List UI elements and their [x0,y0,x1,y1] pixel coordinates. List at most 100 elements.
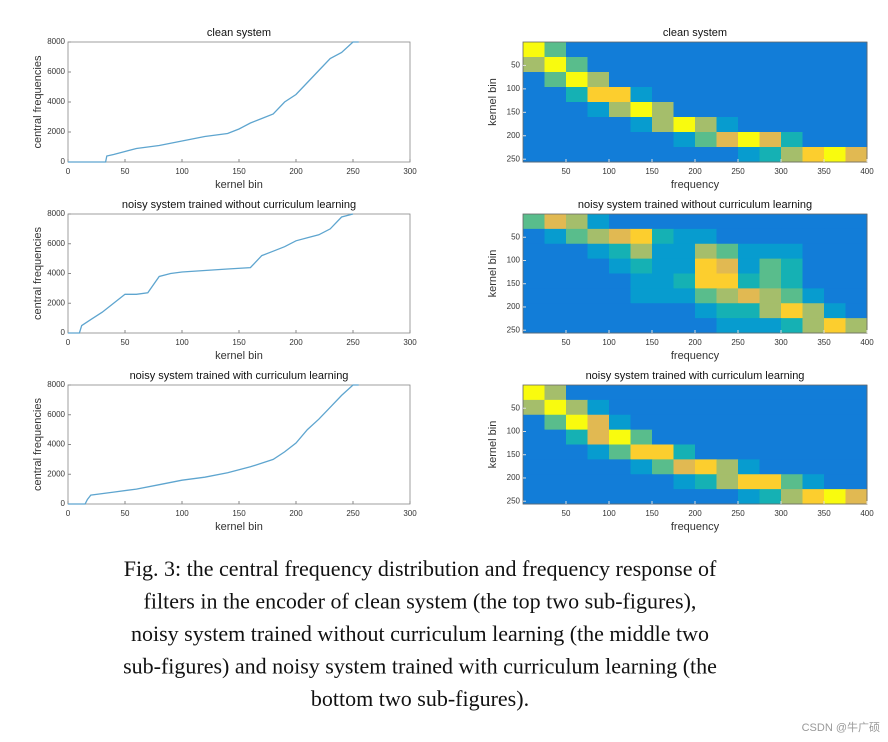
heat-cell [738,102,760,118]
heat-cell [781,243,803,260]
heat-cell [781,57,803,73]
x-tick-label: 100 [602,338,616,347]
heat-cell [845,243,868,260]
heat-cell [802,489,825,505]
heat-cell [759,72,782,88]
y-axis-label: kernel bin [487,78,499,126]
heat-cell [673,102,696,118]
heat-cell [716,459,739,475]
heat-cell [673,414,696,431]
heat-cell [716,72,739,88]
heat-cell [587,117,610,133]
heat-cell [802,102,825,118]
heat-cell [544,87,567,103]
heat-cell [824,258,846,274]
heat-cell [781,72,803,88]
heat-cell [759,214,782,230]
x-tick-label: 150 [232,338,246,347]
watermark: CSDN @牛广硕 [802,720,880,734]
heat-cell [781,102,803,118]
heat-cell [845,444,868,460]
x-tick-label: 400 [860,167,874,176]
heat-cell [802,132,825,148]
y-tick-label: 0 [61,328,66,337]
heat-cell [845,489,868,505]
heat-cell [695,42,717,58]
heat-cell [781,474,803,490]
heat-cell [544,228,567,245]
x-tick-label: 100 [175,509,189,518]
heat-cell [738,117,760,133]
heat-cell [695,102,717,118]
heat-cell [566,474,588,490]
heat-cell [716,87,739,103]
heat-cell [544,414,567,431]
heat-cell [802,414,825,431]
heat-cell [523,243,545,260]
heat-cell [566,214,588,230]
x-tick-label: 300 [403,167,417,176]
heat-cell [673,288,696,304]
heat-cell [630,72,653,88]
y-tick-label: 8000 [47,380,65,389]
heat-cell [759,87,782,103]
heat-cell [845,414,868,431]
heat-cell [716,273,739,289]
heat-cell [759,399,782,416]
heat-cell [759,385,782,401]
heat-cell [566,72,588,88]
y-axis-label: central frequencies [32,55,44,148]
heat-cell [544,132,567,148]
heat-cell [652,117,674,133]
heat-cell [716,318,739,334]
heat-cell [716,429,739,445]
heat-cell [523,429,545,445]
heat-cell [673,385,696,401]
heat-cell [630,258,653,274]
heat-cell [609,258,631,274]
heat-cell [781,414,803,431]
heat-cell [759,459,782,475]
y-tick-label: 2000 [47,469,65,478]
heat-cell [695,72,717,88]
heat-cell [716,102,739,118]
heat-cell [802,42,825,58]
heat-cell [523,385,545,401]
heat-cell [544,258,567,274]
y-tick-label: 150 [507,450,521,459]
heat-cell [759,489,782,505]
heat-cell [630,147,653,163]
heat-cell [523,132,545,148]
heat-cell [845,117,868,133]
x-tick-label: 100 [175,167,189,176]
heat-cell [802,385,825,401]
heat-cell [609,132,631,148]
x-tick-label: 50 [121,167,130,176]
x-tick-label: 50 [562,338,571,347]
heat-cell [738,414,760,431]
heat-cell [630,429,653,445]
heat-cell [845,303,868,319]
heat-cell [738,303,760,319]
x-tick-label: 100 [602,509,616,518]
heat-cell [802,117,825,133]
heat-cell [544,72,567,88]
heat-cell [523,444,545,460]
heat-cell [695,132,717,148]
y-tick-label: 4000 [47,440,65,449]
heat-cell [695,117,717,133]
heat-cell [716,474,739,490]
heat-cell [759,288,782,304]
heat-cell [781,288,803,304]
heat-cell [587,474,610,490]
heat-cell [781,117,803,133]
heat-cell [673,243,696,260]
heat-cell [738,72,760,88]
x-tick-label: 250 [346,338,360,347]
heat-cell [716,414,739,431]
data-line [68,213,354,334]
y-axis-label: central frequencies [32,227,44,320]
heat-cell [781,147,803,163]
x-axis-label: frequency [671,350,720,362]
heat-cell [824,414,846,431]
